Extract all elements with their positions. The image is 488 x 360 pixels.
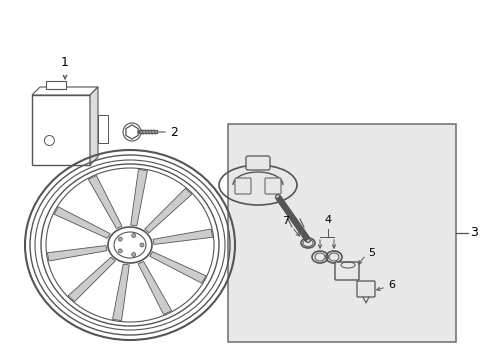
FancyBboxPatch shape: [264, 178, 281, 194]
FancyBboxPatch shape: [245, 156, 269, 170]
Polygon shape: [149, 252, 205, 283]
Text: 3: 3: [469, 226, 477, 239]
Polygon shape: [130, 170, 147, 226]
Bar: [32, 95, 90, 165]
Bar: [227, 124, 455, 342]
Polygon shape: [88, 175, 122, 229]
Polygon shape: [47, 246, 107, 261]
Text: 5: 5: [367, 248, 374, 258]
Polygon shape: [68, 257, 115, 302]
Text: 1: 1: [61, 56, 69, 69]
Polygon shape: [112, 264, 129, 321]
Polygon shape: [126, 125, 138, 139]
Bar: [98, 115, 108, 143]
Text: 2: 2: [170, 126, 178, 139]
Polygon shape: [144, 188, 191, 233]
Polygon shape: [138, 261, 171, 315]
Bar: [46, 81, 66, 89]
Text: 7: 7: [282, 216, 289, 226]
Circle shape: [118, 237, 122, 241]
Circle shape: [118, 249, 122, 253]
FancyBboxPatch shape: [356, 281, 374, 297]
Text: 6: 6: [387, 280, 394, 290]
Polygon shape: [90, 87, 98, 165]
Circle shape: [140, 243, 143, 247]
Polygon shape: [54, 207, 110, 238]
Polygon shape: [153, 229, 212, 244]
Polygon shape: [32, 87, 98, 95]
Circle shape: [131, 234, 136, 238]
FancyBboxPatch shape: [235, 178, 250, 194]
Text: 4: 4: [324, 215, 331, 225]
FancyBboxPatch shape: [334, 262, 358, 280]
Circle shape: [131, 252, 136, 257]
